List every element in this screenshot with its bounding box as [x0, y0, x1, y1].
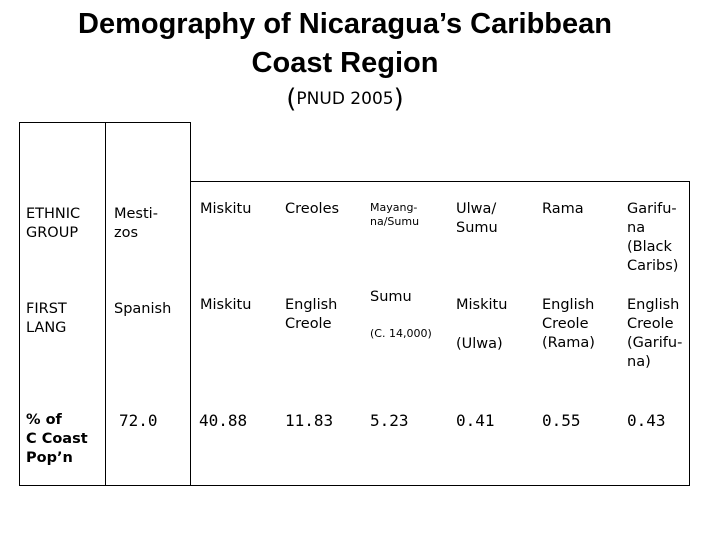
- row-header-ethnic-group: ETHNIC GROUP: [26, 206, 81, 241]
- title-line-2: Coast Region: [251, 47, 439, 79]
- subtitle-text: PNUD 2005: [296, 89, 394, 109]
- cell-pct-mestizos: 72.0: [119, 411, 158, 430]
- cell-lang-miskitu: Miskitu: [200, 297, 252, 313]
- cell-pct-creoles: 11.83: [285, 411, 334, 430]
- cell-lang-ulwa-miskitu: Miskitu: [456, 297, 508, 313]
- cell-english-creole-garifuna: English Creole (Garifu- na): [627, 297, 683, 370]
- cell-english-creole-rama: English Creole (Rama): [542, 297, 595, 351]
- subtitle-close-paren: ): [393, 84, 404, 114]
- row-header-percent-pop: % of C Coast Pop’n: [26, 412, 88, 466]
- cell-pct-garifuna: 0.43: [627, 411, 666, 430]
- table-right-border: [689, 181, 690, 486]
- cell-pct-miskitu: 40.88: [199, 411, 248, 430]
- cell-mestizos: Mesti- zos: [114, 206, 158, 241]
- column-divider-1: [105, 122, 106, 486]
- cell-rama: Rama: [542, 201, 584, 217]
- cell-ulwa-sumu: Ulwa/ Sumu: [456, 201, 498, 236]
- cell-creoles: Creoles: [285, 201, 340, 217]
- cell-miskitu: Miskitu: [200, 201, 252, 217]
- cell-pct-rama: 0.55: [542, 411, 581, 430]
- cell-pct-mayangna: 5.23: [370, 411, 409, 430]
- column-divider-2: [190, 122, 191, 486]
- subtitle-open-paren: (: [286, 84, 297, 114]
- cell-ulwa-note: (Ulwa): [456, 336, 503, 352]
- cell-pct-ulwa: 0.41: [456, 411, 495, 430]
- table-bottom-border: [19, 485, 690, 486]
- subtitle: (PNUD 2005): [0, 84, 690, 114]
- table-left-border: [19, 122, 20, 486]
- table-top-border-left: [19, 122, 190, 123]
- title-line-1: Demography of Nicaragua’s Caribbean: [78, 8, 612, 40]
- cell-sumu-note: (C. 14,000): [370, 327, 432, 340]
- table-top-border-right: [190, 181, 690, 182]
- cell-sumu: Sumu: [370, 289, 412, 305]
- cell-mayangna-sumu: Mayang- na/Sumu: [370, 201, 420, 228]
- cell-garifuna: Garifu- na (Black Caribs): [627, 201, 679, 274]
- row-header-first-lang: FIRST LANG: [26, 301, 67, 336]
- cell-english-creole: English Creole: [285, 297, 338, 332]
- cell-spanish: Spanish: [114, 301, 172, 317]
